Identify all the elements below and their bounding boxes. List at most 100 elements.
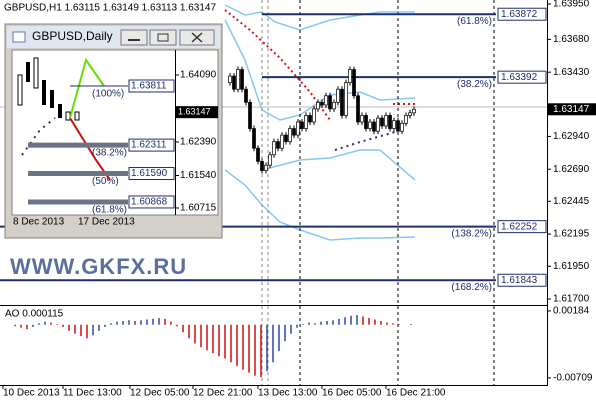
level-label: 1.63872 — [501, 9, 538, 20]
candle — [312, 108, 316, 123]
inset-level-label: 1.62311 — [131, 140, 167, 151]
candle — [316, 101, 320, 110]
candle — [408, 112, 412, 116]
candle — [328, 95, 332, 110]
candle — [324, 95, 328, 106]
candle — [412, 108, 416, 114]
candle — [352, 69, 356, 97]
minimize-button[interactable] — [120, 29, 148, 46]
symbol-header: GBPUSD,H1 1.63115 1.63149 1.63113 1.6314… — [4, 3, 216, 14]
candle — [232, 75, 236, 90]
inset-x-label: 17 Dec 2013 — [78, 217, 135, 228]
candle — [288, 128, 292, 143]
y-tick-label: 0.00184 — [553, 306, 590, 317]
inset-candle — [58, 104, 62, 118]
x-tick-label: 12 Dec 05:00 — [130, 388, 190, 399]
candle — [400, 122, 404, 132]
inset-candle — [26, 62, 30, 82]
fib-label: (38.2%) — [457, 79, 492, 90]
inset-level-box — [128, 167, 175, 181]
candle — [268, 154, 272, 166]
window-title: GBPUSD,Daily — [32, 29, 113, 43]
inset-y-tick-label: 1.64090 — [180, 70, 217, 81]
x-tick-label: 13 Dec 13:00 — [258, 388, 318, 399]
inset-level-label: 1.61590 — [131, 168, 168, 179]
candle — [272, 141, 276, 156]
candle — [404, 115, 408, 124]
candle — [336, 88, 340, 103]
candle — [248, 101, 252, 129]
watermark: WWW.GKFX.RU — [10, 254, 187, 279]
candle — [320, 101, 324, 106]
inset-window: GBPUSD,Daily 1.64090 1.62390 1.61540 1.6071… — [4, 23, 223, 239]
y-tick-label: 1.61700 — [553, 294, 590, 305]
y-tick-label: 1.63950 — [553, 0, 590, 10]
y-tick-label: -0.00709 — [553, 373, 593, 384]
inset-y-tick-label: 1.62390 — [180, 137, 217, 148]
inset-plot — [11, 49, 219, 216]
candle — [228, 75, 232, 84]
inset-level-box — [128, 79, 175, 93]
candle — [284, 134, 288, 143]
candle — [260, 160, 264, 171]
x-tick-label: 10 Dec 2013 — [3, 388, 60, 399]
inset-candle — [50, 90, 54, 108]
zigzag-up — [69, 57, 105, 119]
x-tick-label: 11 Dec 13:00 — [63, 388, 122, 399]
inset-level-box — [128, 138, 175, 152]
maximize-button[interactable] — [149, 29, 177, 46]
candle — [388, 115, 392, 129]
x-tick-label: 16 Dec 05:00 — [322, 388, 382, 399]
last-price-box — [548, 103, 596, 116]
close-glyph — [191, 32, 203, 43]
ao-title: AO 0.000115 — [5, 309, 64, 320]
band-inner — [261, 149, 416, 181]
window-icon — [12, 31, 26, 43]
inset-last-label: 1.63147 — [178, 107, 211, 117]
candle — [376, 117, 380, 132]
fib-label: (138.2%) — [451, 228, 492, 239]
inset-candle — [33, 57, 39, 89]
y-tick-label: 1.62195 — [553, 229, 590, 240]
inset-fib-label: (38.2%) — [92, 148, 127, 159]
candle — [396, 120, 400, 132]
y-tick-label: 1.63680 — [553, 34, 590, 45]
candle — [280, 134, 284, 149]
candle — [380, 117, 384, 127]
candle — [344, 82, 348, 116]
inset-level-box — [128, 195, 175, 209]
candle — [244, 88, 248, 103]
candle — [392, 120, 396, 129]
candle — [300, 121, 304, 129]
candle — [304, 115, 308, 129]
level-label-box — [497, 273, 547, 287]
maximize-glyph — [157, 33, 169, 42]
candle — [264, 164, 268, 171]
inset-fib-label: (100%) — [92, 89, 124, 100]
level-label-box — [497, 7, 547, 21]
candle — [368, 121, 372, 129]
candle — [292, 128, 296, 136]
inset-x-label: 8 Dec 2013 — [13, 217, 65, 228]
inset-candle — [42, 80, 46, 105]
last-price-label: 1.63147 — [553, 104, 590, 115]
candle — [256, 147, 260, 162]
candle — [308, 115, 312, 123]
inset-y-tick-label: 1.60715 — [180, 203, 217, 214]
fib-label: (61.8%) — [457, 16, 492, 27]
inset-last-box — [176, 106, 218, 119]
inset-sar — [21, 117, 56, 156]
sar-red — [224, 9, 331, 121]
level-label-box — [497, 70, 547, 84]
inset-level-label: 1.60868 — [131, 197, 168, 208]
candle — [364, 115, 368, 129]
level-label: 1.62252 — [501, 221, 538, 232]
level-label: 1.61843 — [501, 275, 538, 286]
candle — [384, 115, 388, 127]
ao-pane: 0.00184 -0.00709 — [14, 306, 593, 384]
inset-fib-label: (61.8%) — [92, 205, 127, 216]
y-tick-label: 1.61950 — [553, 261, 590, 272]
y-tick-label: 1.62940 — [553, 131, 590, 142]
candle — [360, 115, 364, 123]
